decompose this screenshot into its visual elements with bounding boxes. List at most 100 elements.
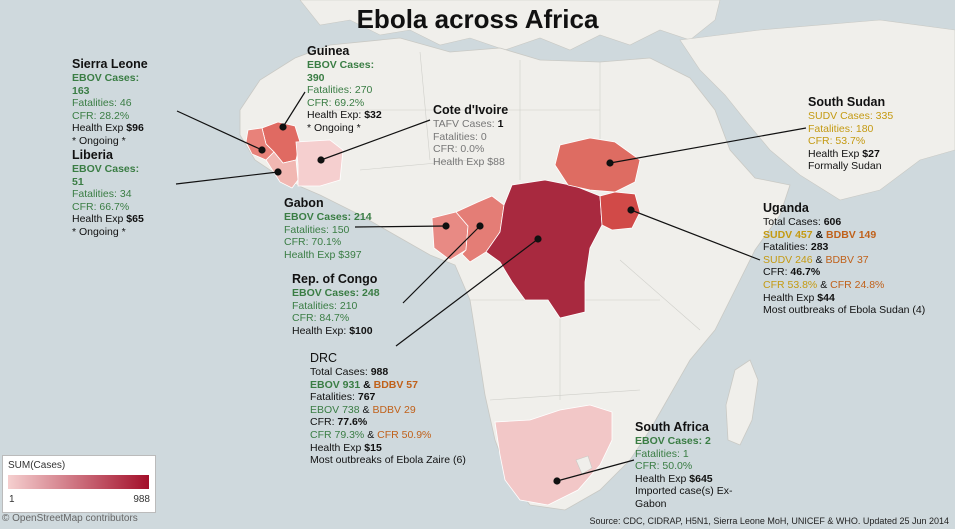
label-rep-congo: Rep. of Congo EBOV Cases: 248 Fatalities… [292, 272, 380, 337]
legend-min: 1 [9, 494, 15, 505]
cfr: CFR: 50.0% [635, 460, 693, 473]
health-prefix: Health Exp [635, 472, 690, 485]
amp: & [817, 278, 831, 291]
leader-lines [175, 91, 807, 485]
country-name: Cote d'Ivoire [433, 103, 509, 117]
cases: EBOV Cases: 248 [292, 287, 380, 299]
country-south-sudan[interactable] [554, 137, 641, 193]
cfr: CFR: 84.7% [292, 312, 350, 325]
cfr-value: 77.6% [337, 416, 368, 429]
cases: EBOV Cases: 390 [307, 59, 375, 84]
health-prefix: Health Exp: [307, 109, 365, 122]
label-drc: DRC Total Cases: 988 EBOV 931 & BDBV 57 … [310, 351, 466, 467]
cases-b: BDBV 57 [373, 378, 418, 391]
total-prefix: Total Cases: [310, 366, 371, 378]
cfr-a: CFR 79.3% [310, 428, 365, 441]
cfr-a: CFR 53.8% [763, 278, 818, 291]
cases: EBOV Cases: 51 [72, 163, 140, 188]
health-value: $27 [862, 147, 880, 160]
country-name: Uganda [763, 201, 809, 215]
note: Formally Sudan [808, 160, 882, 173]
fatalities-prefix: Fatalities: [310, 391, 358, 404]
label-south-sudan: South Sudan SUDV Cases: 335 Fatalities: … [808, 95, 893, 173]
cases: EBOV Cases: 163 [72, 72, 140, 97]
amp: & [360, 378, 374, 391]
legend-title: SUM(Cases) [8, 460, 66, 471]
country-name: South Sudan [808, 95, 886, 109]
country-liberia[interactable] [265, 151, 299, 189]
fat-b: BDBV 37 [825, 253, 869, 266]
cases-label: TAFV Cases: [433, 118, 498, 130]
fatalities: Fatalities: 270 [307, 84, 373, 97]
health-prefix: Health Exp: [292, 324, 350, 337]
health-value: $65 [126, 213, 144, 226]
country-south-africa[interactable] [494, 404, 613, 506]
country-drc[interactable] [485, 179, 603, 319]
health-prefix: Health Exp [72, 213, 127, 226]
health-value: $44 [817, 291, 835, 304]
total-value: 988 [370, 366, 389, 378]
cfr-b: CFR 50.9% [377, 428, 432, 441]
cfr: CFR: 28.2% [72, 109, 130, 122]
country-name: Rep. of Congo [292, 272, 378, 286]
note: Most outbreaks of Ebola Zaire (6) [310, 454, 466, 467]
country-name: Sierra Leone [72, 57, 148, 71]
fatalities: Fatalities: 210 [292, 299, 358, 312]
legend-max: 988 [133, 494, 150, 505]
color-legend: SUM(Cases) 1 988 [2, 455, 156, 513]
middle-east-land [679, 19, 955, 201]
cfr-prefix: CFR: [310, 416, 338, 429]
fatalities: Fatalities: 150 [284, 223, 350, 236]
health-prefix: Health Exp [433, 155, 488, 168]
cases: SUDV Cases: 335 [808, 110, 894, 122]
ongoing-note: * Ongoing * [307, 121, 361, 134]
cfr: CFR: 70.1% [284, 236, 342, 249]
cfr: CFR: 66.7% [72, 200, 130, 213]
europe-land [299, 0, 721, 51]
health-value: $15 [364, 441, 382, 454]
cases: EBOV Cases: 2 [635, 435, 711, 447]
cases-b: BDBV 149 [826, 228, 877, 241]
fatalities: Fatalities: 0 [433, 130, 487, 143]
fatalities-value: 767 [357, 391, 376, 404]
legend-gradient [8, 475, 149, 489]
fat-a: EBOV 738 [310, 403, 360, 416]
fatalities: Fatalities: 180 [808, 122, 874, 135]
map-title: Ebola across Africa [356, 4, 599, 34]
label-sierra-leone: Sierra Leone EBOV Cases: 163 Fatalities:… [72, 57, 152, 148]
map-attribution[interactable]: © OpenStreetMap contributors [2, 513, 138, 524]
cases-a: SUDV 457 [763, 228, 813, 241]
cases: EBOV Cases: 214 [284, 211, 372, 223]
fatalities-prefix: Fatalities: [763, 241, 811, 254]
cfr-b: CFR 24.8% [830, 278, 885, 291]
amp: & [364, 428, 378, 441]
health-value: $645 [689, 472, 713, 485]
ongoing-note: * Ongoing * [72, 134, 126, 147]
health-prefix: Health Exp [72, 122, 127, 135]
health-prefix: Health Exp [310, 441, 365, 454]
health-value: $96 [126, 122, 144, 135]
fatalities-value: 283 [810, 241, 829, 254]
label-uganda: Uganda Total Cases: 606 SUDV 457 & BDBV … [763, 201, 953, 317]
country-uganda[interactable] [599, 191, 641, 231]
country-name: Gabon [284, 196, 324, 210]
cases-a: EBOV 931 [310, 378, 361, 391]
health-value: $32 [364, 109, 382, 122]
country-name: Guinea [307, 44, 350, 58]
source-note: Source: CDC, CIDRAP, H5N1, Sierra Leone … [589, 516, 949, 526]
country-name: Liberia [72, 148, 113, 162]
cfr-value: 46.7% [790, 266, 821, 279]
label-gabon: Gabon EBOV Cases: 214 Fatalities: 150 CF… [284, 196, 372, 261]
amp: & [812, 253, 826, 266]
total-value: 606 [823, 216, 842, 228]
lesotho [575, 455, 593, 475]
note: Most outbreaks of Ebola Sudan (4) [763, 304, 926, 317]
label-liberia: Liberia EBOV Cases: 51 Fatalities: 34 CF… [72, 148, 152, 239]
health-value: $88 [487, 155, 505, 168]
ongoing-note: * Ongoing * [72, 225, 126, 238]
madagascar-land [725, 359, 759, 446]
health: Health Exp $397 [284, 248, 362, 261]
fatalities: Fatalities: 46 [72, 97, 132, 110]
cases-value: 1 [497, 118, 504, 130]
